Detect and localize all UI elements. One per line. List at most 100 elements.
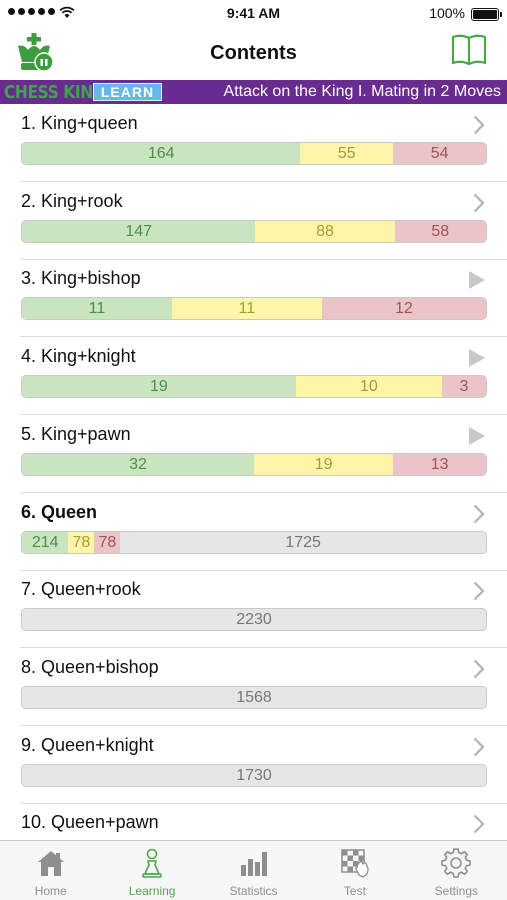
progress-bar: 32 19 13 bbox=[21, 452, 487, 476]
wifi-icon bbox=[59, 6, 75, 18]
progress-segment-red: 78 bbox=[94, 531, 121, 553]
tab-label: Home bbox=[34, 884, 67, 898]
progress-segment-green: 19 bbox=[22, 376, 296, 398]
progress-bar: 11 11 12 bbox=[21, 297, 487, 321]
list-item[interactable]: 8. Queen+bishop 1568 bbox=[0, 648, 507, 726]
row-divider bbox=[20, 491, 507, 493]
list-item-title: 1. King+queen bbox=[21, 113, 138, 133]
progress-segment-yellow: 88 bbox=[255, 220, 395, 242]
row-divider bbox=[20, 181, 507, 182]
progress-segment-yellow: 55 bbox=[300, 143, 394, 164]
row-divider bbox=[20, 569, 507, 571]
chessboard-hand-icon bbox=[341, 849, 369, 878]
progress-segment-red: 12 bbox=[321, 298, 486, 320]
page-title: Contents bbox=[210, 42, 297, 64]
chevron-right-icon bbox=[473, 659, 485, 679]
play-icon bbox=[469, 349, 485, 368]
list-item-title: 3. King+bishop bbox=[21, 268, 141, 289]
list-item-title: 7. Queen+rook bbox=[21, 579, 141, 600]
progress-segment-gray: 1725 bbox=[120, 531, 486, 553]
list-item-title: 5. King+pawn bbox=[21, 423, 131, 444]
list-item-title: 9. Queen+knight bbox=[21, 734, 154, 755]
progress-bar: 164 55 54 bbox=[21, 142, 487, 165]
battery-percent: 100% bbox=[429, 5, 465, 21]
progress-segment-gray: 2230 bbox=[22, 609, 486, 631]
tab-learning[interactable]: Learning bbox=[101, 841, 202, 900]
play-icon bbox=[469, 426, 485, 445]
row-divider bbox=[20, 258, 507, 260]
list-item[interactable]: 9. Queen+knight 1730 bbox=[0, 726, 507, 804]
signal-strength-icon bbox=[8, 8, 55, 15]
course-title: Attack on the King I. Mating in 2 Moves bbox=[223, 83, 501, 100]
list-item[interactable]: 5. King+pawn 32 19 13 bbox=[0, 415, 507, 493]
course-banner: CHESS KING LEARN Attack on the King I. M… bbox=[0, 80, 507, 104]
chevron-right-icon bbox=[473, 581, 485, 601]
progress-segment-red: 3 bbox=[441, 376, 486, 398]
tab-home[interactable]: Home bbox=[0, 841, 101, 900]
list-item[interactable]: 1. King+queen 164 55 54 bbox=[0, 104, 507, 182]
list-item-title: 8. Queen+bishop bbox=[21, 656, 159, 677]
progress-segment-green: 147 bbox=[22, 220, 256, 242]
progress-segment-red: 13 bbox=[393, 453, 486, 475]
progress-bar: 2230 bbox=[21, 608, 487, 632]
list-item[interactable]: 4. King+knight 19 10 3 bbox=[0, 337, 507, 416]
brand-logo-text: CHESS KING bbox=[4, 82, 106, 103]
learn-badge: LEARN bbox=[93, 83, 162, 101]
gear-icon bbox=[441, 848, 472, 878]
tab-bar: Home Learning Statistics Test bbox=[0, 840, 507, 900]
tab-label: Settings bbox=[434, 884, 478, 898]
chevron-right-icon bbox=[473, 193, 485, 212]
book-icon[interactable] bbox=[451, 34, 487, 66]
tab-test[interactable]: Test bbox=[304, 841, 405, 900]
list-item[interactable]: 6. Queen 214 78 78 1725 bbox=[0, 493, 507, 571]
navigation-bar: Contents bbox=[0, 28, 507, 80]
row-divider bbox=[20, 647, 507, 649]
pawn-icon bbox=[142, 848, 162, 878]
row-divider bbox=[20, 336, 507, 338]
home-icon bbox=[37, 851, 64, 876]
status-time: 9:41 AM bbox=[226, 5, 281, 21]
chevron-right-icon bbox=[473, 115, 485, 135]
row-divider bbox=[20, 802, 507, 804]
progress-bar: 1568 bbox=[21, 685, 487, 709]
list-item[interactable]: 10. Queen+pawn bbox=[0, 803, 507, 840]
progress-segment-yellow: 19 bbox=[254, 453, 394, 475]
progress-bar: 147 88 58 bbox=[21, 219, 487, 243]
list-item-title: 2. King+rook bbox=[21, 190, 123, 211]
progress-segment-red: 54 bbox=[393, 143, 486, 164]
progress-bar: 1730 bbox=[21, 763, 487, 787]
list-item[interactable]: 7. Queen+rook 2230 bbox=[0, 570, 507, 649]
progress-segment-green: 32 bbox=[22, 453, 254, 475]
tab-statistics[interactable]: Statistics bbox=[203, 841, 304, 900]
tab-settings[interactable]: Settings bbox=[406, 841, 507, 900]
progress-bar: 214 78 78 1725 bbox=[21, 530, 487, 554]
progress-segment-gray: 1568 bbox=[22, 686, 486, 708]
chess-king-logo-icon[interactable] bbox=[14, 32, 54, 74]
tab-label: Test bbox=[343, 884, 366, 898]
progress-segment-gray: 1730 bbox=[22, 764, 486, 786]
list-item[interactable]: 3. King+bishop 11 11 12 bbox=[0, 259, 507, 338]
battery-icon bbox=[471, 8, 502, 21]
list-item-title: 6. Queen bbox=[21, 501, 98, 522]
list-item-title: 4. King+knight bbox=[21, 346, 136, 367]
chevron-right-icon bbox=[473, 815, 485, 834]
row-divider bbox=[20, 414, 507, 416]
chevron-right-icon bbox=[473, 737, 485, 756]
contents-list: 1. King+queen 164 55 54 2. King+rook 147 88 58 3… bbox=[0, 104, 507, 840]
progress-segment-yellow: 11 bbox=[171, 298, 322, 320]
progress-segment-yellow: 78 bbox=[68, 531, 95, 553]
play-icon bbox=[469, 271, 485, 290]
list-item[interactable]: 2. King+rook 147 88 58 bbox=[0, 182, 507, 260]
progress-segment-green: 11 bbox=[22, 298, 172, 320]
progress-segment-yellow: 10 bbox=[295, 376, 442, 398]
list-item-title: 10. Queen+pawn bbox=[21, 812, 159, 833]
progress-segment-green: 214 bbox=[22, 531, 69, 553]
chevron-right-icon bbox=[473, 504, 485, 523]
progress-segment-red: 58 bbox=[394, 220, 486, 242]
tab-label: Statistics bbox=[229, 884, 278, 898]
progress-segment-green: 164 bbox=[22, 143, 301, 164]
row-divider bbox=[20, 724, 507, 726]
status-bar: 9:41 AM 100% bbox=[0, 0, 507, 28]
tab-label: Learning bbox=[128, 884, 176, 898]
progress-bar: 19 10 3 bbox=[21, 375, 487, 399]
